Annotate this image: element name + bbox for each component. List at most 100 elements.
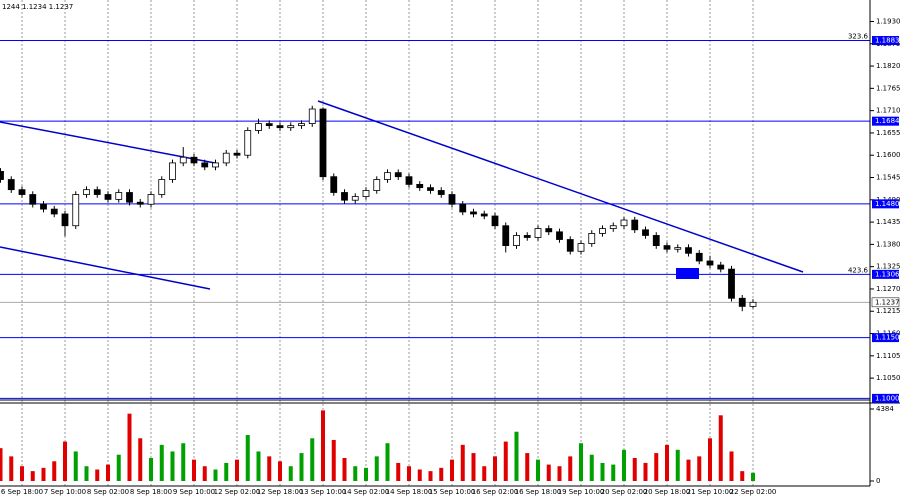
volume-bar <box>643 462 648 481</box>
y-tick-label: 1.1270 <box>876 285 900 293</box>
candle-body <box>480 213 488 217</box>
candle-body <box>0 171 4 180</box>
volume-bar <box>149 458 153 481</box>
last-price-box <box>871 297 900 308</box>
candle-body <box>72 194 80 227</box>
volume-bar <box>288 466 293 481</box>
candle-body <box>706 260 714 266</box>
candle-body <box>556 231 563 240</box>
level-label-box <box>872 36 899 46</box>
level-label-box <box>872 333 899 343</box>
volume-bar <box>729 451 734 481</box>
volume-bar <box>493 456 497 481</box>
candle-body <box>717 264 725 270</box>
candle-body <box>642 229 649 236</box>
trend-line <box>317 100 804 273</box>
volume-bar <box>310 438 315 481</box>
volume-bar <box>52 461 57 481</box>
drawings <box>0 100 804 290</box>
candle-body <box>212 162 219 168</box>
candle-body <box>609 225 617 229</box>
candle-body <box>61 213 69 227</box>
x-tick-label: 14 Sep 18:00 <box>386 488 433 496</box>
y-tick-label: 1.1435 <box>876 218 900 226</box>
volume-bar <box>202 466 207 481</box>
candle-body <box>373 179 381 191</box>
last-price-label: 1.1237 <box>875 298 900 306</box>
volume-bar <box>213 469 218 481</box>
x-tick-label: 21 Sep 10:00 <box>687 488 734 496</box>
x-tick-label: 22 Sep 02:00 <box>730 488 777 496</box>
candle-body <box>136 201 144 205</box>
x-tick-label: 7 Sep 10:00 <box>44 488 86 496</box>
volume-bar <box>30 471 35 481</box>
volume-bar <box>751 472 755 481</box>
volume-bar <box>589 454 594 481</box>
y-tick-label: 1.1655 <box>876 129 900 137</box>
volume-bar <box>127 413 132 481</box>
candle-body <box>40 203 47 210</box>
volume-bar <box>450 459 454 481</box>
candle-body <box>437 190 445 195</box>
candle-body <box>631 219 639 231</box>
volume-bar <box>342 458 347 481</box>
y-tick-label: 1.1710 <box>876 107 900 115</box>
candle-body <box>126 192 133 203</box>
candle-body <box>222 152 230 164</box>
candle-body <box>459 203 467 213</box>
volume-bar <box>568 456 573 481</box>
level-label: 1.1883 <box>875 37 900 45</box>
x-tick-label: 8 Sep 18:00 <box>130 488 172 496</box>
candle-body <box>115 192 123 200</box>
volume-bar <box>278 461 282 481</box>
candle-body <box>330 176 338 193</box>
volume-bar <box>84 466 89 481</box>
candle-body <box>384 172 391 180</box>
fib-label: 423.6 <box>848 266 869 274</box>
candle-body <box>685 247 692 254</box>
x-tick-label: 15 Sep 10:00 <box>429 488 476 496</box>
zone-box <box>676 268 699 279</box>
ohlc-text: 1244 1.1234 1.1237 <box>2 3 73 11</box>
volume-bar <box>417 469 422 481</box>
volume-bar <box>632 458 637 481</box>
labels: 1.19301.18751.18201.17651.17101.16551.16… <box>1 17 900 496</box>
channel-line <box>0 246 211 290</box>
x-tick-label: 12 Sep 18:00 <box>257 488 304 496</box>
candle-body <box>104 194 112 200</box>
candle-body <box>588 233 596 244</box>
volume-bar <box>0 448 3 481</box>
candle-body <box>599 228 606 234</box>
volume-bar <box>192 459 196 481</box>
candle-body <box>577 243 585 252</box>
volume-bar <box>106 464 110 481</box>
x-tick-label: 12 Sep 02:00 <box>214 488 261 496</box>
level-label-box <box>872 393 899 403</box>
volume-bar <box>138 438 143 481</box>
candle-body <box>158 179 166 195</box>
candle-body <box>470 211 477 215</box>
candle-body <box>233 152 241 156</box>
candle-body <box>405 176 413 185</box>
candle-body <box>341 192 348 201</box>
candle-body <box>513 235 520 246</box>
volume-bar <box>557 466 562 481</box>
candle-body <box>534 228 542 238</box>
volume-bar <box>579 443 583 481</box>
volume-bar <box>353 466 358 481</box>
candle-body <box>545 228 553 233</box>
y-tick-label: 1.1325 <box>876 263 900 271</box>
y-tick-label: 1.1380 <box>876 240 900 248</box>
volume-bar <box>686 459 691 481</box>
grid <box>21 0 754 486</box>
x-tick-label: 14 Sep 02:00 <box>343 488 390 496</box>
candle-body <box>276 125 284 129</box>
candle-body <box>728 268 735 299</box>
candle-body <box>427 187 434 191</box>
candle-body <box>298 123 305 127</box>
volume-bar <box>654 453 659 481</box>
volume-bar <box>331 439 336 481</box>
x-tick-label: 16 Sep 02:00 <box>472 488 519 496</box>
